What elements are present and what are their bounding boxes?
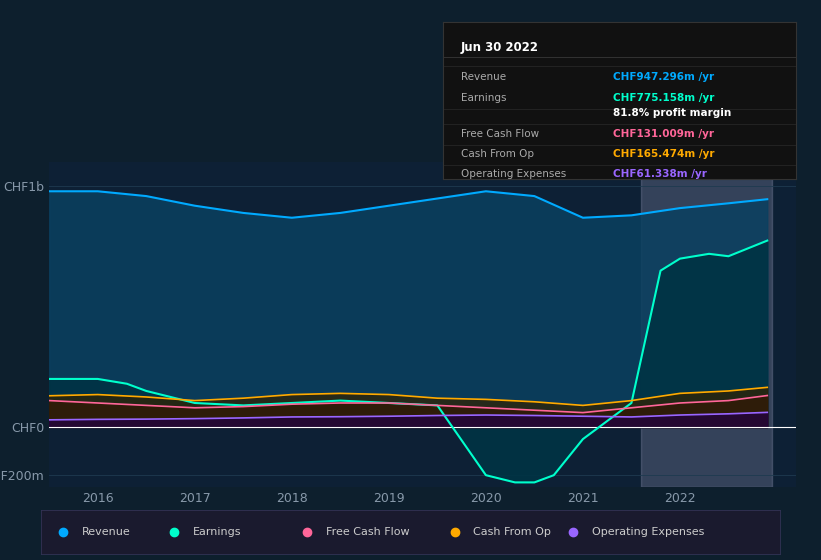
Text: CHF775.158m /yr: CHF775.158m /yr [612, 92, 714, 102]
Text: Operating Expenses: Operating Expenses [461, 170, 566, 180]
Text: CHF947.296m /yr: CHF947.296m /yr [612, 72, 714, 82]
Text: Earnings: Earnings [461, 92, 507, 102]
Text: Free Cash Flow: Free Cash Flow [325, 527, 409, 537]
Text: Cash From Op: Cash From Op [474, 527, 551, 537]
Text: Earnings: Earnings [192, 527, 241, 537]
Text: Operating Expenses: Operating Expenses [591, 527, 704, 537]
Text: Cash From Op: Cash From Op [461, 149, 534, 159]
Text: Revenue: Revenue [461, 72, 506, 82]
Bar [641, 162, 772, 487]
Text: CHF165.474m /yr: CHF165.474m /yr [612, 149, 714, 159]
Text: Jun 30 2022: Jun 30 2022 [461, 41, 539, 54]
Text: Revenue: Revenue [82, 527, 131, 537]
Text: CHF61.338m /yr: CHF61.338m /yr [612, 170, 707, 180]
Text: CHF131.009m /yr: CHF131.009m /yr [612, 129, 713, 139]
Text: Free Cash Flow: Free Cash Flow [461, 129, 539, 139]
Text: 81.8% profit margin: 81.8% profit margin [612, 108, 731, 118]
